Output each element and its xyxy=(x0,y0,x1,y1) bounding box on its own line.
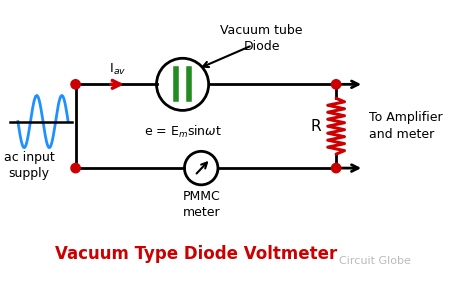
Circle shape xyxy=(71,80,80,89)
Text: PMMC
meter: PMMC meter xyxy=(182,190,220,219)
Text: I$_{av}$: I$_{av}$ xyxy=(109,62,126,77)
Text: Vacuum tube
Diode: Vacuum tube Diode xyxy=(220,24,303,53)
Text: Vacuum Type Diode Voltmeter: Vacuum Type Diode Voltmeter xyxy=(55,245,338,263)
Text: R: R xyxy=(310,119,321,134)
Text: e = E$_m$sin$\omega$t: e = E$_m$sin$\omega$t xyxy=(144,123,221,140)
Text: To Amplifier
and meter: To Amplifier and meter xyxy=(369,111,442,141)
Text: ac input
supply: ac input supply xyxy=(4,151,54,180)
Circle shape xyxy=(71,163,80,173)
Circle shape xyxy=(332,163,341,173)
Circle shape xyxy=(332,80,341,89)
Text: Circuit Globe: Circuit Globe xyxy=(339,256,410,266)
